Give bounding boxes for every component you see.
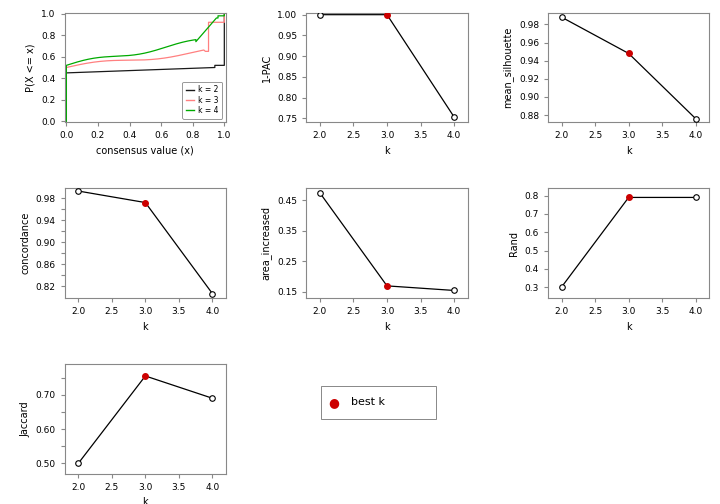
Y-axis label: P(X <= x): P(X <= x) (26, 43, 36, 92)
Legend: k = 2, k = 3, k = 4: k = 2, k = 3, k = 4 (182, 82, 222, 118)
X-axis label: k: k (384, 322, 390, 332)
Y-axis label: concordance: concordance (20, 212, 30, 274)
Y-axis label: Jaccard: Jaccard (20, 401, 30, 436)
X-axis label: consensus value (x): consensus value (x) (96, 146, 194, 156)
X-axis label: k: k (143, 322, 148, 332)
Y-axis label: area_increased: area_increased (261, 206, 271, 280)
X-axis label: k: k (143, 497, 148, 504)
X-axis label: k: k (384, 146, 390, 156)
Y-axis label: mean_silhouette: mean_silhouette (503, 27, 513, 108)
Text: best k: best k (351, 397, 385, 407)
X-axis label: k: k (626, 146, 631, 156)
Y-axis label: 1-PAC: 1-PAC (262, 53, 271, 82)
Y-axis label: Rand: Rand (509, 231, 519, 256)
Text: ●: ● (328, 396, 339, 409)
X-axis label: k: k (626, 322, 631, 332)
